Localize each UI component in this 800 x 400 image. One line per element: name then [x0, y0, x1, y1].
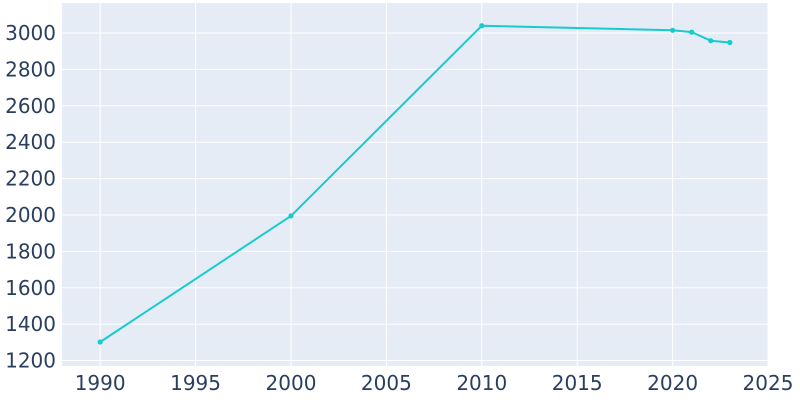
x-tick-label: 2010: [456, 371, 507, 395]
x-tick-label: 2015: [552, 371, 603, 395]
x-tick-label: 1990: [75, 371, 126, 395]
x-tick-label: 2000: [266, 371, 317, 395]
y-tick-label: 2200: [5, 167, 56, 191]
x-tick-label: 2005: [361, 371, 412, 395]
y-tick-label: 1200: [5, 349, 56, 373]
x-tick-label: 1995: [170, 371, 221, 395]
y-tick-label: 3000: [5, 21, 56, 45]
data-point: [97, 339, 103, 345]
data-point: [689, 29, 695, 35]
y-tick-label: 1400: [5, 312, 56, 336]
y-axis-tick-labels: 1200 1400 1600 1800 2000 2200 2400 2600 2800 3000: [5, 21, 56, 373]
y-tick-label: 2400: [5, 130, 56, 154]
data-point: [288, 213, 294, 219]
x-tick-label: 2025: [743, 371, 794, 395]
y-tick-label: 2000: [5, 203, 56, 227]
y-tick-label: 1800: [5, 239, 56, 263]
data-point: [708, 38, 714, 44]
x-tick-label: 2020: [647, 371, 698, 395]
x-axis-tick-labels: 1990 1995 2000 2005 2010 2015 2020 2025: [75, 371, 794, 395]
plot-area: [62, 3, 768, 366]
data-point: [727, 39, 733, 46]
y-tick-label: 2800: [5, 57, 56, 81]
grid-lines: [62, 3, 769, 366]
data-point: [479, 23, 485, 29]
y-tick-label: 1600: [5, 276, 56, 300]
y-tick-label: 2600: [5, 94, 56, 118]
data-point: [669, 27, 676, 33]
data-points: [97, 23, 733, 345]
